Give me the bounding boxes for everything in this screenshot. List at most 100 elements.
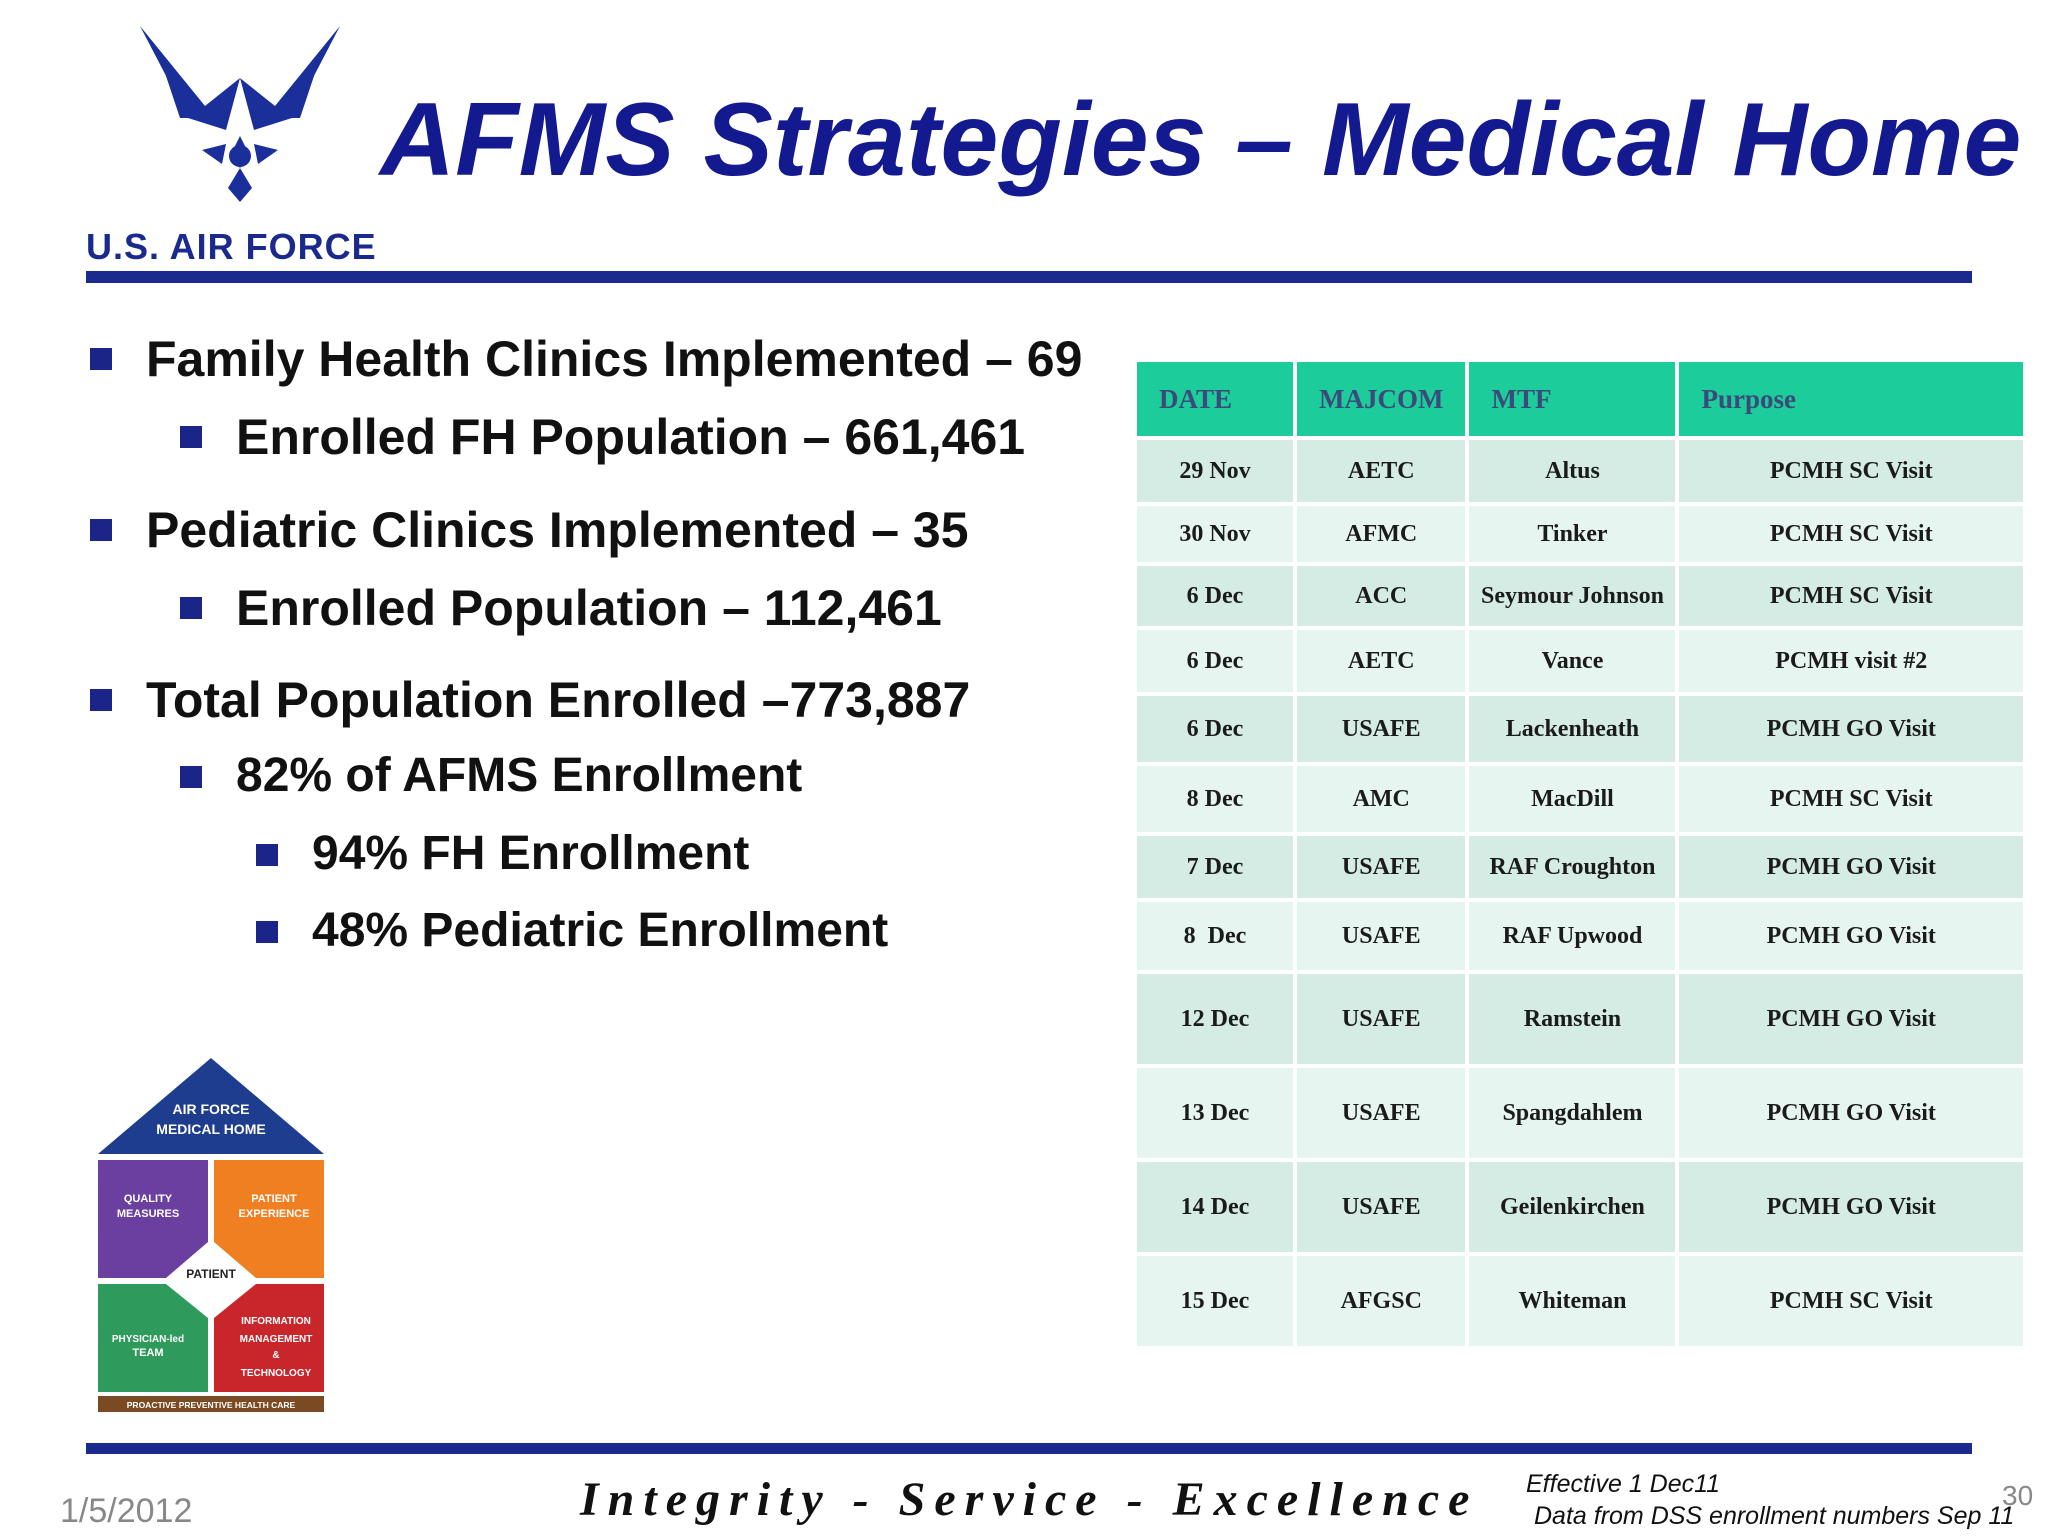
cell-majcom: AMC — [1297, 766, 1466, 832]
patient-exp-label-1: PATIENT — [251, 1193, 297, 1205]
team-block — [98, 1284, 208, 1392]
cell-mtf: Seymour Johnson — [1469, 566, 1676, 626]
bullet-square-icon — [180, 766, 202, 788]
cell-date: 29 Nov — [1137, 440, 1293, 502]
roof-label-1: AIR FORCE — [173, 1101, 250, 1117]
cell-majcom: AFGSC — [1297, 1256, 1466, 1346]
cell-mtf: Whiteman — [1469, 1256, 1676, 1346]
slide-date: 1/5/2012 — [60, 1492, 193, 1530]
bullet-fh-enrollment: 94% FH Enrollment — [256, 830, 749, 878]
cell-majcom: AETC — [1297, 630, 1466, 692]
team-label-1: PHYSICIAN-led — [112, 1334, 184, 1345]
cell-date: 13 Dec — [1137, 1068, 1293, 1158]
header-date: DATE — [1137, 362, 1293, 436]
quality-block — [98, 1160, 208, 1278]
visit-schedule-table: DATE MAJCOM MTF Purpose 29 Nov AETC Altu… — [1133, 358, 2027, 1350]
table-row: 12 Dec USAFE Ramstein PCMH GO Visit — [1137, 974, 2023, 1064]
cell-date: 15 Dec — [1137, 1256, 1293, 1346]
table-row: 6 Dec USAFE Lackenheath PCMH GO Visit — [1137, 696, 2023, 762]
bullet-square-icon — [256, 844, 278, 866]
cell-date: 6 Dec — [1137, 566, 1293, 626]
cell-purpose: PCMH GO Visit — [1679, 974, 2023, 1064]
bullet-enrolled-pediatric: Enrolled Population – 112,461 — [180, 583, 942, 633]
bullet-total-population: Total Population Enrolled –773,887 — [90, 675, 970, 725]
cell-mtf: Lackenheath — [1469, 696, 1676, 762]
table-row: 6 Dec ACC Seymour Johnson PCMH SC Visit — [1137, 566, 2023, 626]
table-row: 15 Dec AFGSC Whiteman PCMH SC Visit — [1137, 1256, 2023, 1346]
cell-purpose: PCMH GO Visit — [1679, 902, 2023, 970]
footer-divider — [86, 1443, 1972, 1454]
quality-label-1: QUALITY — [124, 1193, 173, 1205]
table-row: 29 Nov AETC Altus PCMH SC Visit — [1137, 440, 2023, 502]
info-label-4: TECHNOLOGY — [241, 1368, 312, 1379]
header-purpose: Purpose — [1679, 362, 2023, 436]
table-row: 7 Dec USAFE RAF Croughton PCMH GO Visit — [1137, 836, 2023, 898]
bullet-square-icon — [180, 426, 202, 448]
header-mtf: MTF — [1469, 362, 1676, 436]
cell-purpose: PCMH GO Visit — [1679, 836, 2023, 898]
effective-note: Effective 1 Dec11 — [1526, 1470, 1721, 1498]
page-number: 30 — [2002, 1480, 2034, 1511]
table-row: 30 Nov AFMC Tinker PCMH SC Visit — [1137, 506, 2023, 562]
cell-purpose: PCMH SC Visit — [1679, 566, 2023, 626]
data-source-note: Data from DSS enrollment numbers Sep 11 — [1534, 1502, 2015, 1530]
table-header-row: DATE MAJCOM MTF Purpose — [1137, 362, 2023, 436]
bullet-enrolled-fh: Enrolled FH Population – 661,461 — [180, 412, 1025, 462]
cell-mtf: Geilenkirchen — [1469, 1162, 1676, 1252]
header-divider — [86, 271, 1972, 283]
cell-date: 8 Dec — [1137, 766, 1293, 832]
footer-motto: Integrity - Service - Excellence — [580, 1473, 1479, 1526]
cell-majcom: USAFE — [1297, 1068, 1466, 1158]
info-label-3: & — [272, 1350, 279, 1361]
roof-label-2: MEDICAL HOME — [156, 1121, 265, 1137]
bullet-square-icon — [90, 348, 112, 370]
cell-mtf: MacDill — [1469, 766, 1676, 832]
air-force-logo — [140, 26, 340, 202]
cell-majcom: USAFE — [1297, 696, 1466, 762]
bullet-square-icon — [90, 519, 112, 541]
bullet-family-health: Family Health Clinics Implemented – 69 — [90, 334, 1082, 384]
patient-center-label: PATIENT — [186, 1267, 236, 1281]
patient-exp-label-2: EXPERIENCE — [239, 1208, 310, 1220]
header-majcom: MAJCOM — [1297, 362, 1466, 436]
cell-majcom: AETC — [1297, 440, 1466, 502]
cell-purpose: PCMH SC Visit — [1679, 506, 2023, 562]
cell-purpose: PCMH SC Visit — [1679, 440, 2023, 502]
bullet-afms-enrollment: 82% of AFMS Enrollment — [180, 752, 802, 800]
table-row: 8 Dec USAFE RAF Upwood PCMH GO Visit — [1137, 902, 2023, 970]
cell-majcom: USAFE — [1297, 902, 1466, 970]
bullet-pediatric-enrollment: 48% Pediatric Enrollment — [256, 907, 888, 955]
base-label: PROACTIVE PREVENTIVE HEALTH CARE — [127, 1400, 296, 1410]
quality-label-2: MEASURES — [117, 1208, 179, 1220]
base-bar — [98, 1396, 324, 1412]
table-row: 13 Dec USAFE Spangdahlem PCMH GO Visit — [1137, 1068, 2023, 1158]
bullet-square-icon — [256, 921, 278, 943]
table-row: 8 Dec AMC MacDill PCMH SC Visit — [1137, 766, 2023, 832]
cell-majcom: USAFE — [1297, 836, 1466, 898]
cell-mtf: RAF Croughton — [1469, 836, 1676, 898]
cell-mtf: Ramstein — [1469, 974, 1676, 1064]
cell-purpose: PCMH SC Visit — [1679, 1256, 2023, 1346]
cell-date: 8 Dec — [1137, 902, 1293, 970]
table-row: 6 Dec AETC Vance PCMH visit #2 — [1137, 630, 2023, 692]
cell-date: 7 Dec — [1137, 836, 1293, 898]
cell-purpose: PCMH visit #2 — [1679, 630, 2023, 692]
cell-date: 6 Dec — [1137, 630, 1293, 692]
cell-mtf: Tinker — [1469, 506, 1676, 562]
cell-date: 6 Dec — [1137, 696, 1293, 762]
slide-title: AFMS Strategies – Medical Home — [380, 82, 2022, 198]
table-row: 14 Dec USAFE Geilenkirchen PCMH GO Visit — [1137, 1162, 2023, 1252]
cell-majcom: ACC — [1297, 566, 1466, 626]
cell-purpose: PCMH GO Visit — [1679, 1162, 2023, 1252]
cell-mtf: Spangdahlem — [1469, 1068, 1676, 1158]
cell-date: 14 Dec — [1137, 1162, 1293, 1252]
cell-purpose: PCMH GO Visit — [1679, 696, 2023, 762]
info-label-2: MANAGEMENT — [240, 1334, 313, 1345]
cell-majcom: USAFE — [1297, 974, 1466, 1064]
team-label-2: TEAM — [132, 1347, 163, 1359]
info-label-1: INFORMATION — [241, 1316, 311, 1327]
cell-majcom: USAFE — [1297, 1162, 1466, 1252]
cell-date: 12 Dec — [1137, 974, 1293, 1064]
info-block — [214, 1284, 324, 1392]
brand-wordmark: U.S. AIR FORCE — [86, 226, 377, 267]
